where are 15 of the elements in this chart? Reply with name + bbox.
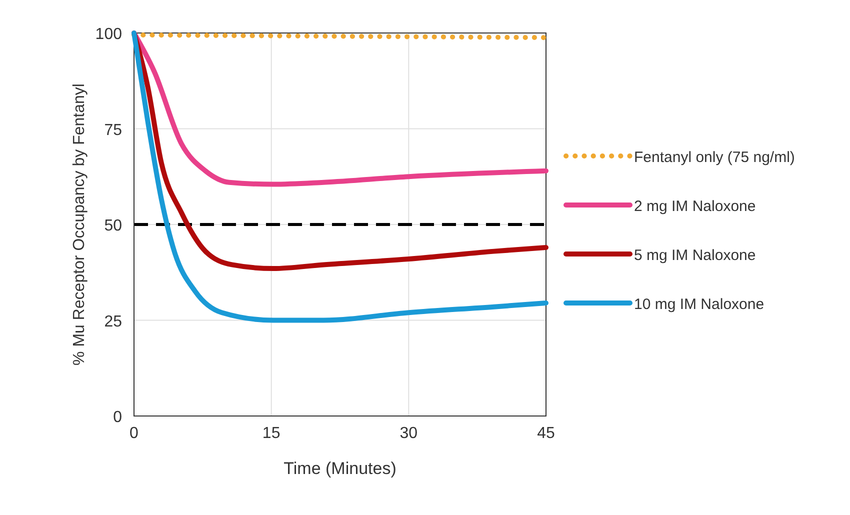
x-axis-title: Time (Minutes) — [284, 459, 396, 478]
x-tick-label: 30 — [400, 425, 418, 442]
y-axis-title: % Mu Receptor Occupancy by Fentanyl — [71, 84, 88, 366]
y-tick-label: 0 — [113, 409, 122, 426]
x-tick-label: 0 — [130, 425, 139, 442]
y-tick-label: 25 — [104, 313, 122, 330]
legend-label: 10 mg IM Naloxone — [634, 296, 764, 313]
legend-label: 2 mg IM Naloxone — [634, 198, 756, 215]
legend-label: Fentanyl only (75 ng/ml) — [634, 149, 795, 166]
legend-label: 5 mg IM Naloxone — [634, 247, 756, 264]
y-tick-label: 75 — [104, 122, 122, 139]
y-tick-label: 100 — [95, 26, 122, 43]
x-tick-label: 15 — [262, 425, 280, 442]
y-tick-label: 50 — [104, 218, 122, 234]
x-tick-label: 45 — [537, 425, 555, 442]
